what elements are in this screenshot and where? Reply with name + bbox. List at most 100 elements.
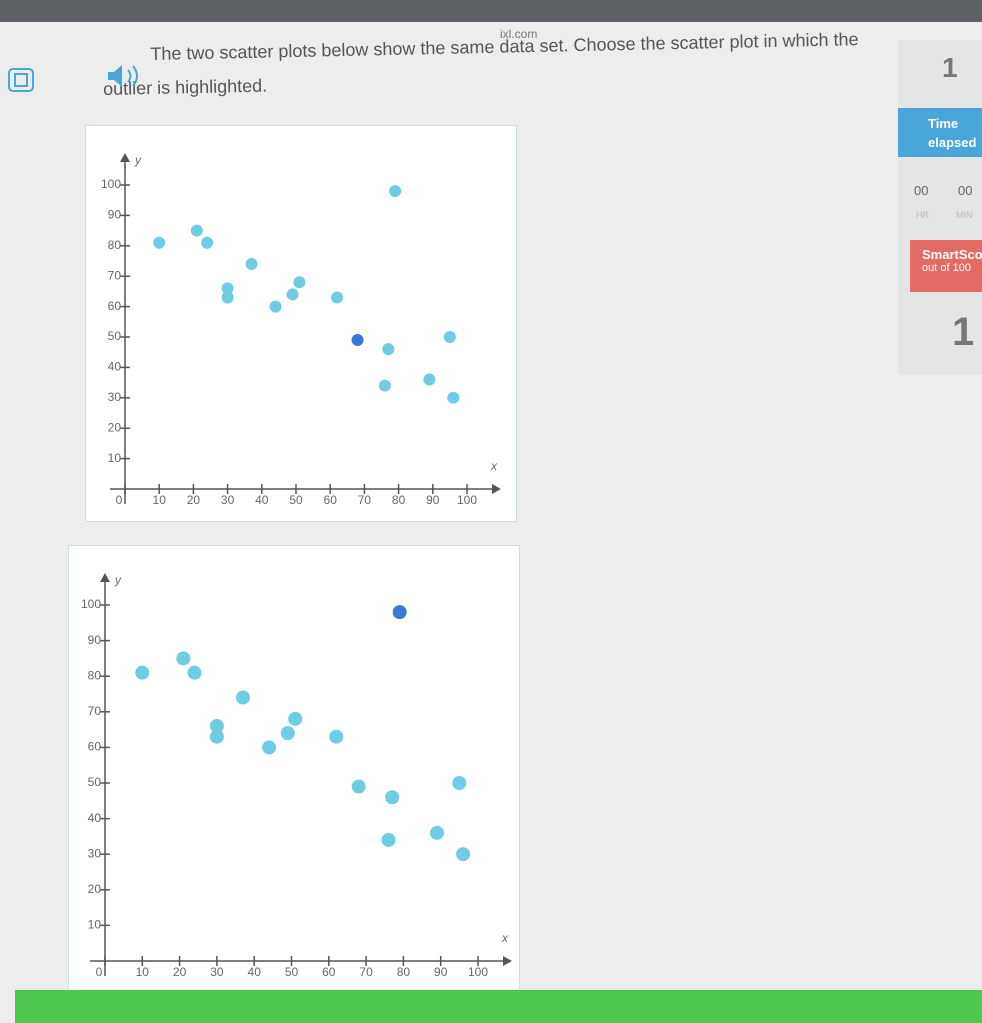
y-tick-label: 50 [108, 329, 122, 343]
x-tick-label: 0 [96, 965, 103, 979]
x-tick-label: 10 [153, 493, 167, 507]
score-box: SmartScoreout of 100 [910, 240, 982, 292]
point [187, 665, 202, 680]
y-tick-label: 40 [108, 360, 122, 374]
y-tick-label: 70 [88, 704, 102, 718]
y-tick-label: 80 [88, 668, 102, 682]
point [209, 719, 224, 734]
x-tick-label: 20 [173, 965, 187, 979]
x-tick-label: 90 [434, 965, 448, 979]
site-url: ixl.com [500, 27, 538, 41]
point [381, 832, 396, 847]
y-tick-label: 100 [81, 597, 101, 611]
x-axis-label: x [501, 931, 509, 945]
x-tick-label: 30 [210, 965, 224, 979]
x-tick-label: 10 [136, 965, 150, 979]
y-axis-label: y [134, 153, 142, 167]
point [385, 790, 400, 805]
x-tick-label: 40 [255, 493, 269, 507]
x-arrow [503, 956, 512, 966]
y-tick-label: 50 [88, 775, 102, 789]
y-tick-label: 60 [108, 299, 122, 313]
x-tick-label: 20 [187, 493, 201, 507]
point [392, 605, 407, 620]
point [236, 690, 251, 705]
y-tick-label: 10 [108, 451, 122, 465]
x-tick-label: 60 [322, 965, 336, 979]
x-tick-label: 100 [457, 493, 477, 507]
point [423, 373, 436, 386]
point [378, 379, 391, 392]
y-tick-label: 70 [108, 268, 122, 282]
y-tick-label: 60 [88, 740, 102, 754]
point [221, 282, 234, 295]
x-tick-label: 100 [468, 965, 488, 979]
time-label: Time elapsed [928, 116, 977, 150]
point [288, 711, 303, 726]
speaker-icon[interactable] [104, 62, 144, 90]
question-number: 1 [942, 52, 958, 83]
choice-2[interactable] [68, 545, 520, 992]
point [452, 776, 467, 790]
y-tick-label: 40 [88, 811, 102, 825]
point [351, 779, 366, 794]
point [176, 651, 191, 666]
y-tick-label: 30 [108, 390, 122, 404]
point [329, 729, 344, 744]
x-tick-label: 40 [248, 965, 262, 979]
x-tick-label: 60 [324, 493, 338, 507]
point [389, 185, 402, 198]
menu-icon[interactable] [6, 66, 36, 94]
x-tick-label: 0 [116, 493, 123, 507]
point [456, 847, 471, 862]
x-tick-label: 70 [358, 493, 372, 507]
score: 1 [952, 310, 975, 354]
point [351, 334, 364, 347]
hr-label: HR [916, 210, 929, 220]
point [382, 343, 395, 356]
x-tick-label: 80 [397, 965, 411, 979]
y-tick-label: 80 [108, 238, 122, 252]
y-tick-label: 90 [88, 633, 102, 647]
x-tick-label: 50 [285, 965, 299, 979]
browser-bar [0, 0, 982, 22]
point [447, 391, 460, 404]
point [221, 291, 234, 304]
point [201, 236, 214, 249]
y-arrow [120, 153, 130, 162]
point [262, 740, 277, 755]
point [269, 300, 282, 313]
bottom-bar [15, 990, 982, 1023]
point [293, 276, 306, 289]
point [443, 331, 456, 343]
choice-1[interactable] [85, 125, 517, 522]
x-tick-label: 80 [392, 493, 406, 507]
x-tick-label: 90 [426, 493, 440, 507]
score-label: SmartScore [922, 247, 982, 262]
point [245, 258, 258, 271]
y-tick-label: 90 [108, 208, 122, 222]
x-axis-label: x [490, 459, 498, 473]
x-tick-label: 70 [359, 965, 373, 979]
point [153, 236, 166, 249]
point [280, 726, 295, 741]
x-tick-label: 50 [289, 493, 303, 507]
y-tick-label: 20 [88, 882, 102, 896]
y-tick-label: 30 [88, 846, 102, 860]
minutes: 00 [958, 183, 973, 198]
point [190, 224, 203, 237]
hours: 00 [914, 183, 929, 198]
point [286, 288, 299, 301]
y-tick-label: 100 [101, 177, 121, 191]
y-tick-label: 10 [88, 918, 102, 932]
point [135, 665, 150, 680]
x-arrow [492, 484, 501, 494]
score-sub: out of 100 [922, 262, 971, 274]
time-box: Time elapsed [898, 108, 982, 157]
y-axis-label: y [114, 573, 122, 587]
x-tick-label: 30 [221, 493, 235, 507]
point [429, 825, 444, 840]
point [209, 729, 224, 744]
